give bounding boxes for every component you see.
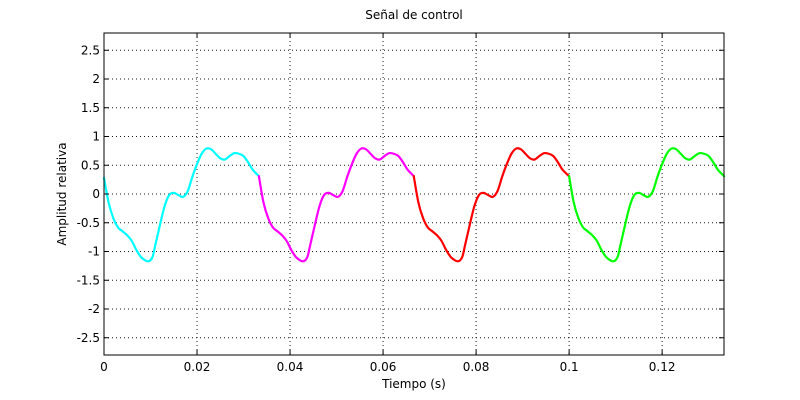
x-tick-label: 0.12	[649, 360, 676, 374]
series-group	[102, 147, 726, 263]
y-tick-label: -1	[88, 245, 100, 259]
y-tick-label: 1	[92, 130, 100, 144]
series-line-2	[257, 147, 415, 263]
y-tick-label: 0	[92, 187, 100, 201]
x-axis-label: Tiempo (s)	[381, 377, 446, 391]
x-tick-label: 0	[100, 360, 108, 374]
ticks	[103, 33, 724, 355]
x-tick-label: 0.1	[560, 360, 579, 374]
chart-title: Señal de control	[365, 8, 463, 22]
series-line-4	[568, 147, 726, 263]
series-line-3	[412, 147, 571, 263]
y-tick-label: -2	[88, 302, 100, 316]
y-tick-label: 0.5	[81, 158, 100, 172]
x-tick-label: 0.08	[463, 360, 490, 374]
series-line-1	[102, 147, 260, 263]
y-tick-label: 2	[92, 72, 100, 86]
y-tick-label: -2.5	[77, 331, 100, 345]
y-axis-label: Amplitud relativa	[55, 142, 69, 245]
tick-labels: 0 0.02 0.04 0.06 0.08 0.1 0.12 -2.5 -2 -1.5 -1 -0.5…	[77, 43, 676, 374]
x-tick-label: 0.02	[184, 360, 211, 374]
y-tick-label: 2.5	[81, 43, 100, 57]
y-tick-label: -1.5	[77, 273, 100, 287]
x-tick-label: 0.04	[277, 360, 304, 374]
y-tick-label: 1.5	[81, 101, 100, 115]
y-tick-label: -0.5	[77, 216, 100, 230]
x-tick-label: 0.06	[370, 360, 397, 374]
grid	[104, 33, 724, 355]
